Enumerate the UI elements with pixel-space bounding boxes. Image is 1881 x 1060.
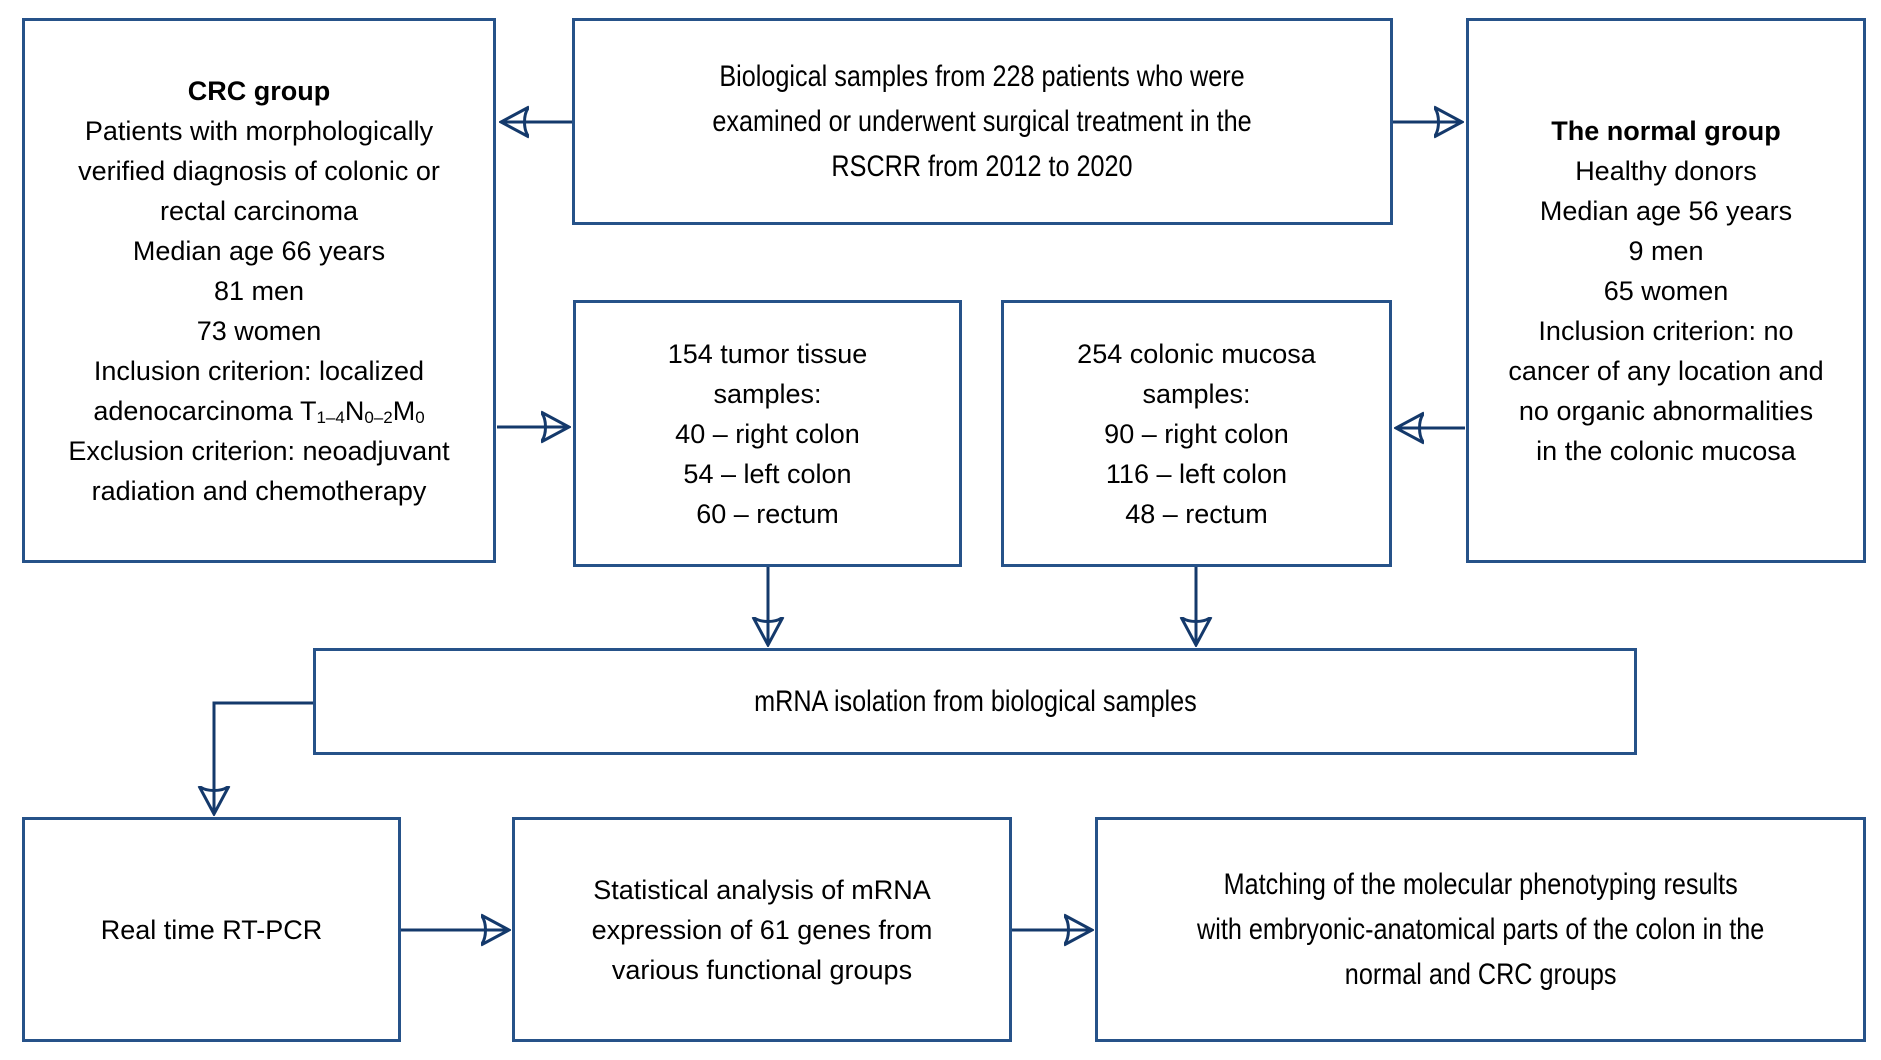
text-line: Real time RT-PCR bbox=[100, 914, 323, 945]
text-line: normal and CRC groups bbox=[1344, 958, 1617, 991]
tnm-m-subscript: 0 bbox=[415, 408, 425, 428]
arrow-mrna-to-rtpcr bbox=[214, 701, 313, 813]
mucosa-samples-box: 254 colonic mucosa samples: 90 – right c… bbox=[1001, 300, 1392, 567]
text-line: 116 – left colon bbox=[1105, 458, 1288, 489]
text-line: verified diagnosis of colonic or bbox=[78, 155, 440, 186]
text-line: Biological samples from 228 patients who… bbox=[719, 60, 1246, 93]
crc-group-box: CRC group Patients with morphologically … bbox=[22, 18, 496, 563]
text-line: 90 – right colon bbox=[1104, 418, 1289, 449]
mrna-isolation-box: mRNA isolation from biological samples bbox=[313, 648, 1637, 755]
text-line: 81 men bbox=[213, 275, 305, 306]
text-line: Patients with morphologically bbox=[84, 115, 434, 146]
matching-box: Matching of the molecular phenotyping re… bbox=[1095, 817, 1866, 1042]
crc-group-text: CRC group Patients with morphologically … bbox=[68, 71, 449, 511]
text-line: examined or underwent surgical treatment… bbox=[712, 105, 1253, 138]
biological-samples-text: Biological samples from 228 patients who… bbox=[713, 54, 1252, 189]
text-line: various functional groups bbox=[611, 954, 913, 985]
text-line: 73 women bbox=[196, 315, 322, 346]
crc-group-title: CRC group bbox=[187, 75, 331, 106]
text-line: Inclusion criterion: no bbox=[1538, 315, 1794, 346]
tumor-samples-text: 154 tumor tissue samples: 40 – right col… bbox=[668, 334, 868, 534]
text-line: 65 women bbox=[1603, 275, 1729, 306]
text-line: radiation and chemotherapy bbox=[91, 475, 427, 506]
matching-text: Matching of the molecular phenotyping re… bbox=[1197, 862, 1764, 997]
text-line: no organic abnormalities bbox=[1518, 395, 1814, 426]
text-line: Matching of the molecular phenotyping re… bbox=[1223, 868, 1738, 901]
tumor-samples-box: 154 tumor tissue samples: 40 – right col… bbox=[573, 300, 962, 567]
text-line: mRNA isolation from biological samples bbox=[753, 685, 1197, 718]
text-line: Healthy donors bbox=[1575, 155, 1757, 186]
rt-pcr-text: Real time RT-PCR bbox=[101, 910, 323, 950]
tnm-n: N bbox=[344, 395, 365, 426]
text-line: samples: bbox=[1142, 378, 1251, 409]
tnm-n-subscript: 0–2 bbox=[364, 408, 393, 428]
text-line: cancer of any location and bbox=[1508, 355, 1824, 386]
text-line: Median age 56 years bbox=[1539, 195, 1793, 226]
tnm-t-subscript: 1–4 bbox=[316, 408, 345, 428]
mucosa-samples-text: 254 colonic mucosa samples: 90 – right c… bbox=[1077, 334, 1316, 534]
text-line: 9 men bbox=[1628, 235, 1704, 266]
text-line: RSCRR from 2012 to 2020 bbox=[831, 150, 1134, 183]
tnm-m: M bbox=[392, 395, 416, 426]
tnm-prefix: adenocarcinoma T bbox=[93, 395, 317, 426]
text-line: Exclusion criterion: neoadjuvant bbox=[68, 435, 450, 466]
normal-group-title: The normal group bbox=[1551, 115, 1781, 146]
tnm-staging-line: adenocarcinoma T1–4N0–2M0 bbox=[68, 391, 449, 431]
text-line: with embryonic-anatomical parts of the c… bbox=[1196, 913, 1765, 946]
text-line: in the colonic mucosa bbox=[1536, 435, 1796, 466]
statistical-analysis-box: Statistical analysis of mRNA expression … bbox=[512, 817, 1012, 1042]
text-line: expression of 61 genes from bbox=[591, 914, 933, 945]
mrna-isolation-text: mRNA isolation from biological samples bbox=[754, 679, 1197, 724]
text-line: Median age 66 years bbox=[132, 235, 386, 266]
text-line: 40 – right colon bbox=[675, 418, 860, 449]
rt-pcr-box: Real time RT-PCR bbox=[22, 817, 401, 1042]
text-line: rectal carcinoma bbox=[159, 195, 359, 226]
text-line: 54 – left colon bbox=[683, 458, 852, 489]
statistical-analysis-text: Statistical analysis of mRNA expression … bbox=[592, 870, 933, 990]
text-line: Inclusion criterion: localized bbox=[93, 355, 425, 386]
biological-samples-box: Biological samples from 228 patients who… bbox=[572, 18, 1393, 225]
text-line: Statistical analysis of mRNA bbox=[593, 874, 931, 905]
text-line: 48 – rectum bbox=[1125, 498, 1268, 529]
normal-group-box: The normal group Healthy donors Median a… bbox=[1466, 18, 1866, 563]
text-line: 60 – rectum bbox=[696, 498, 839, 529]
text-line: 154 tumor tissue bbox=[667, 338, 868, 369]
normal-group-text: The normal group Healthy donors Median a… bbox=[1508, 111, 1823, 471]
text-line: 254 colonic mucosa bbox=[1077, 338, 1316, 369]
text-line: samples: bbox=[713, 378, 822, 409]
